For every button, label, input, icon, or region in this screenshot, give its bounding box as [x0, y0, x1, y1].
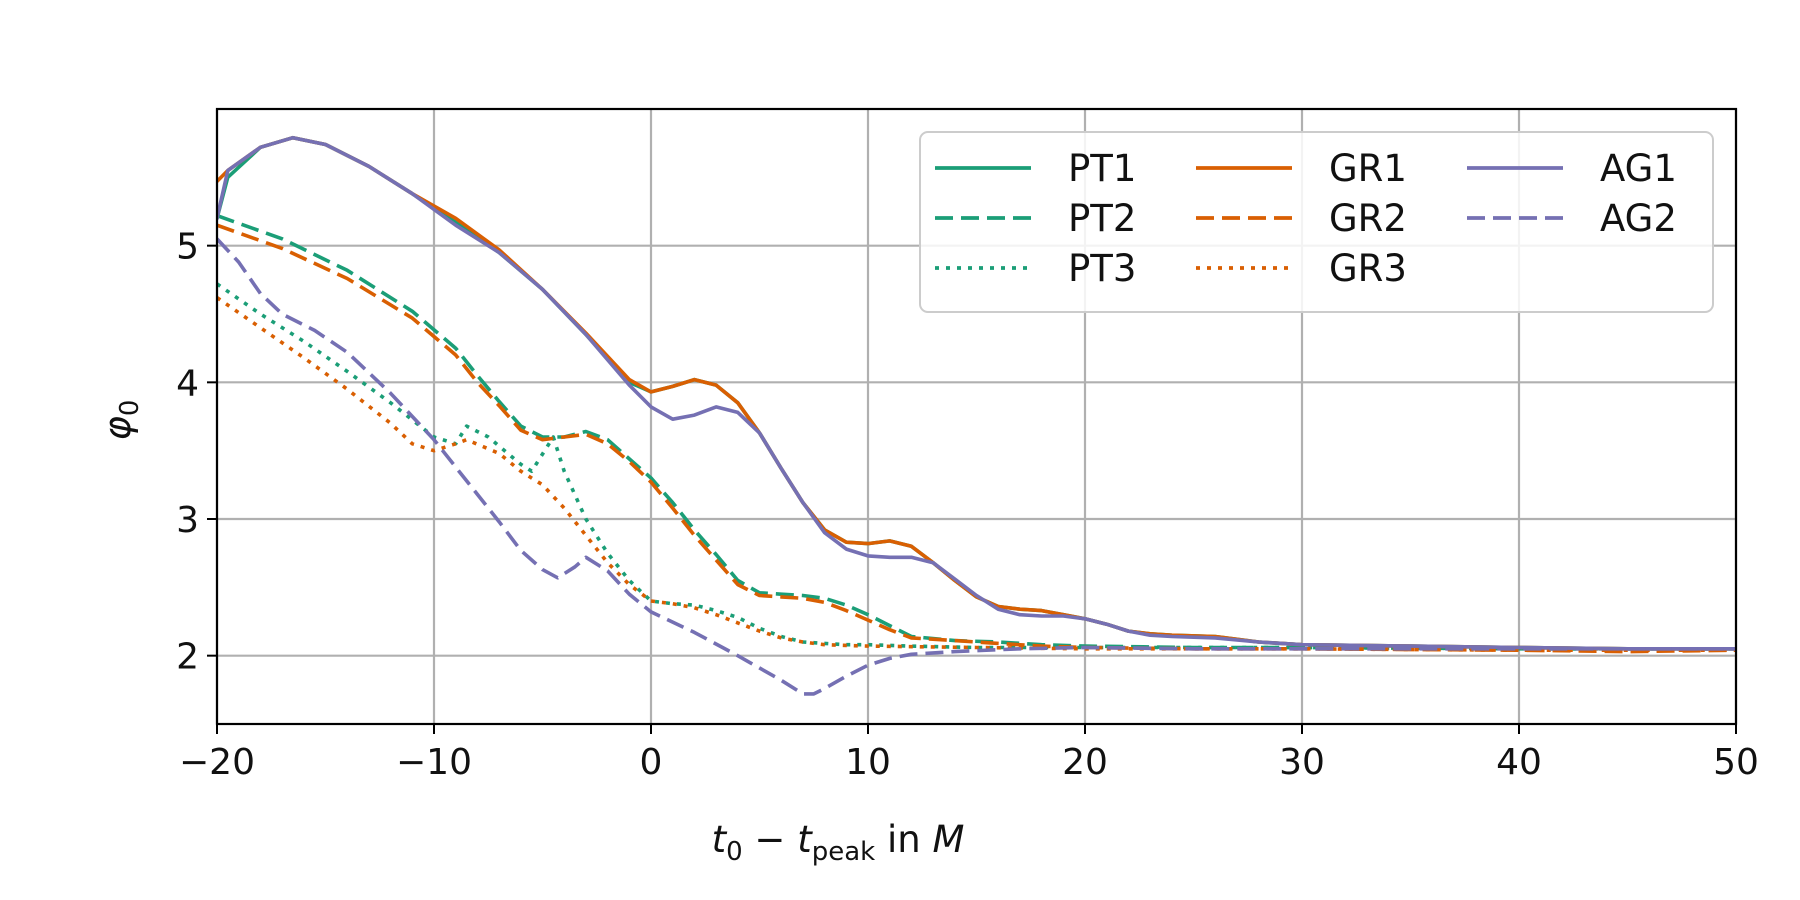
y-axis-label: φ0: [96, 400, 145, 441]
x-tick-label: 40: [1496, 742, 1542, 783]
legend-label-pt1: PT1: [1068, 147, 1136, 190]
x-tick-label: 30: [1279, 742, 1325, 783]
x-label-tpeak: t: [797, 818, 813, 861]
x-tick-label: 50: [1713, 742, 1759, 783]
series-line-gr2: [217, 223, 1736, 654]
x-label-minus: −: [743, 818, 798, 861]
axis-ticks: −20 −10 0 10 20 30 40 50 2 3 4 5: [176, 227, 1759, 783]
legend: PT1 PT2 PT3 GR1 GR2 GR3 AG1 AG2: [919, 131, 1714, 313]
legend-label-gr3: GR3: [1329, 247, 1407, 290]
plot-frame: [215, 107, 1738, 726]
x-label-unit: M: [932, 818, 964, 861]
legend-label-pt3: PT3: [1068, 247, 1136, 290]
x-tick-label: −10: [396, 742, 472, 783]
y-tick-label: 4: [176, 363, 199, 404]
x-axis-label: t0 − tpeak in M: [712, 818, 965, 867]
legend-label-gr2: GR2: [1329, 197, 1407, 240]
legend-label-ag2: AG2: [1600, 197, 1677, 240]
series-line-ag2: [217, 237, 1736, 696]
y-tick-label: 3: [176, 500, 199, 541]
series-line-gr3: [217, 296, 1736, 652]
y-tick-label: 2: [176, 637, 199, 678]
x-tick-label: 10: [845, 742, 891, 783]
x-label-t0-sub: 0: [726, 837, 743, 867]
legend-label-ag1: AG1: [1600, 147, 1677, 190]
x-label-t0: t: [712, 818, 728, 861]
legend-label-gr1: GR1: [1329, 147, 1407, 190]
x-tick-label: 20: [1062, 742, 1108, 783]
legend-box: [919, 131, 1714, 313]
series-lines: [217, 135, 1736, 696]
x-tick-label: 0: [640, 742, 663, 783]
y-tick-label: 5: [176, 227, 199, 268]
x-label-tpeak-sub: peak: [812, 837, 876, 867]
series-line-pt2: [217, 213, 1736, 651]
x-tick-label: −20: [179, 742, 255, 783]
y-label-phi: φ: [96, 416, 139, 440]
y-label-sub: 0: [115, 400, 145, 417]
legend-label-pt2: PT2: [1068, 197, 1136, 240]
series-line-ag1: [217, 135, 1736, 651]
x-label-in: in: [875, 818, 932, 861]
